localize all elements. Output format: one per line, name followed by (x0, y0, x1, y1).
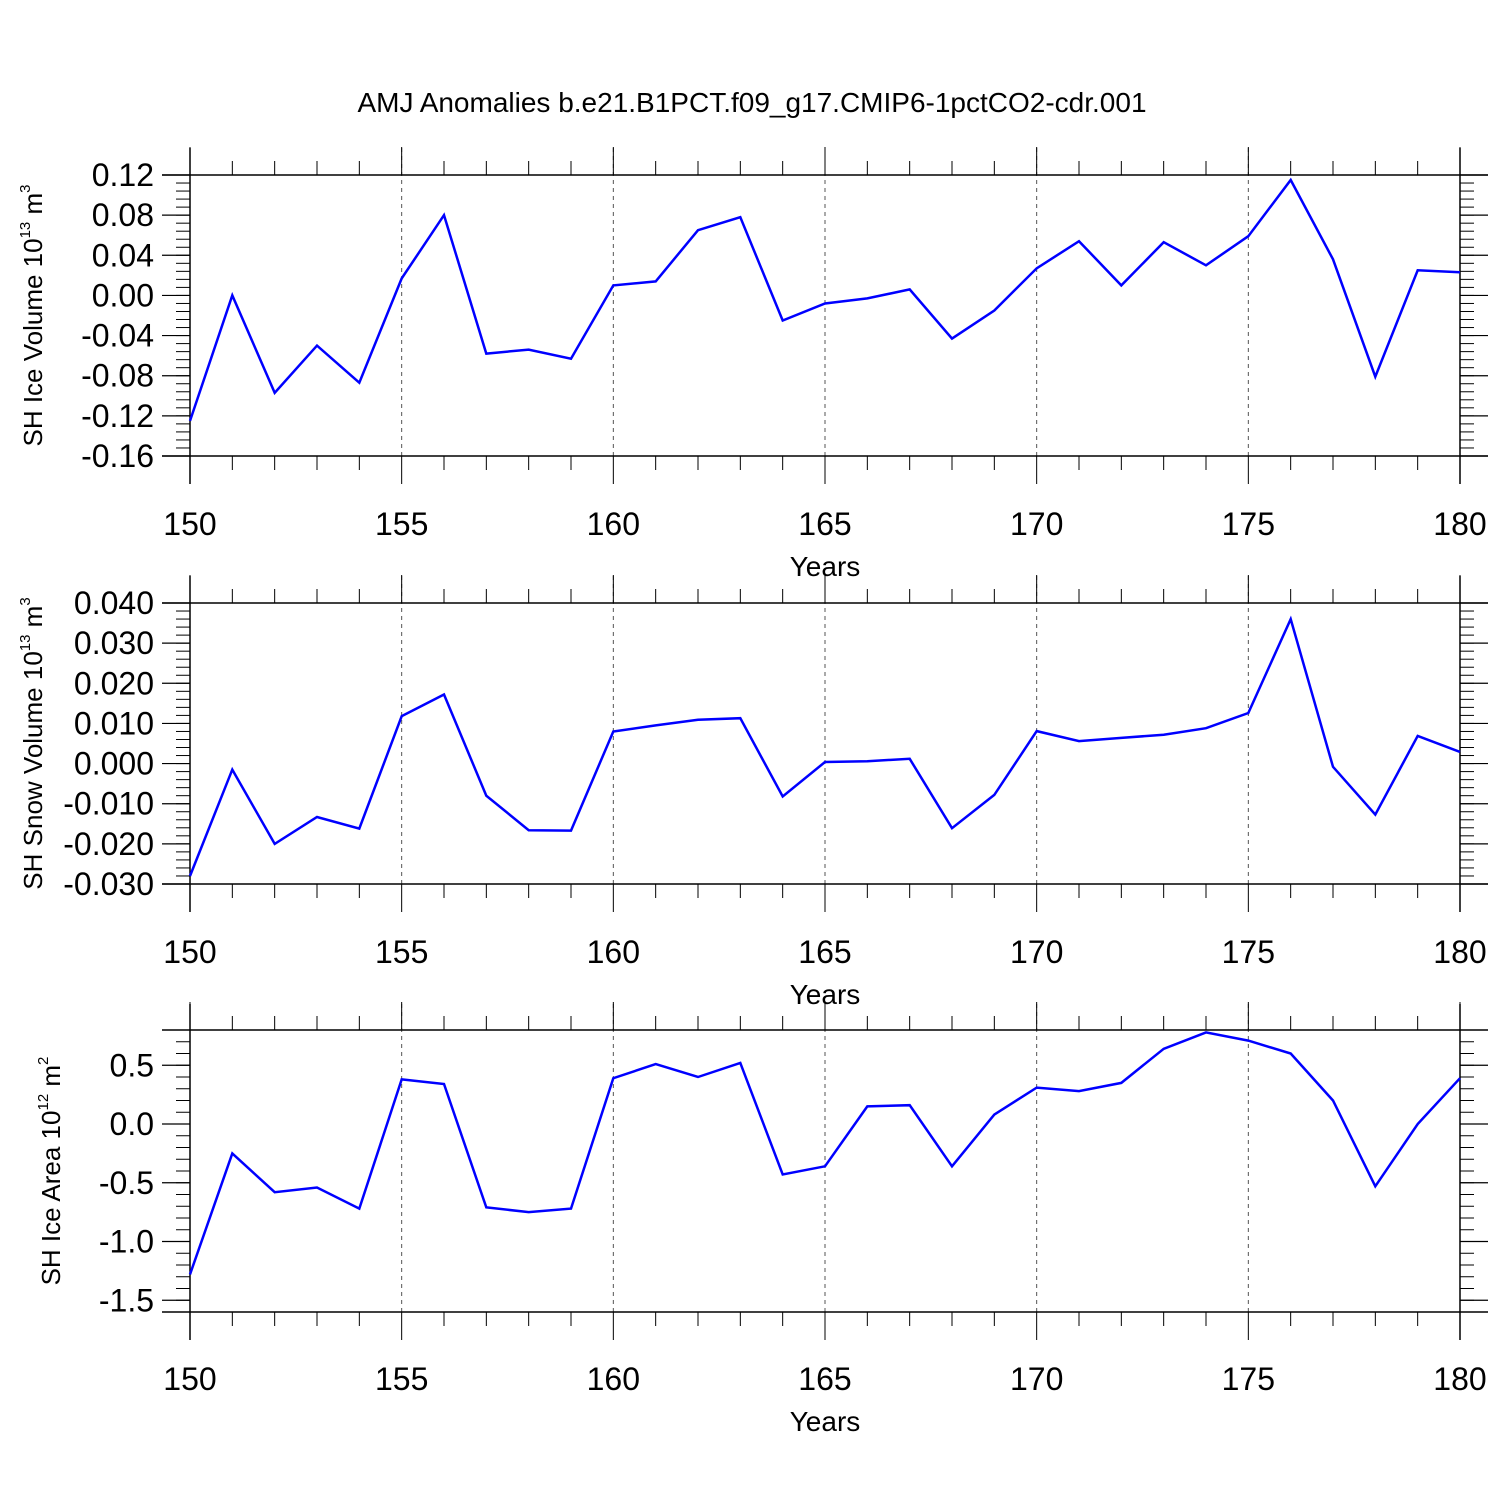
x-tick-label: 170 (1010, 934, 1063, 970)
y-tick-label: 0.00 (92, 277, 154, 313)
series-line (188, 1031, 1461, 1275)
y-tick-label: 0.030 (74, 625, 154, 661)
chart-panel-2: -0.030 -0.020 -0.010 0.000 0.010 0.020 0.030 0.… (17, 575, 1488, 1010)
y-tick-label: -0.12 (81, 398, 154, 434)
y-axis-title: SH Ice Area 1012 m2 (35, 1057, 66, 1286)
x-tick-label: 180 (1433, 934, 1486, 970)
x-tick-label: 170 (1010, 506, 1063, 542)
x-tick-label: 155 (375, 506, 428, 542)
y-axis-title: SH Snow Volume 1013 m3 (17, 597, 48, 889)
x-tick-label: 150 (163, 1361, 216, 1397)
y-axis-title-base: SH Ice Volume 10 (18, 238, 48, 446)
y-axis-title-unit: m (18, 193, 48, 222)
y-tick-label: 0.5 (110, 1047, 154, 1083)
y-axis-title-unit: m (18, 606, 48, 635)
series-line (188, 177, 1461, 422)
x-tick-label: 160 (587, 1361, 640, 1397)
y-tick-label: 0.000 (74, 746, 154, 782)
x-tick-label: 175 (1222, 1361, 1275, 1397)
x-tick-label: 160 (587, 934, 640, 970)
y-axis-title-unit-exponent: 3 (17, 597, 34, 605)
y-tick-label: -0.16 (81, 438, 154, 474)
y-tick-label: -0.5 (99, 1165, 154, 1201)
x-tick-label: 165 (798, 1361, 851, 1397)
y-tick-label: -0.08 (81, 358, 154, 394)
y-tick-label: -1.5 (99, 1282, 154, 1318)
x-tick-label: 175 (1222, 506, 1275, 542)
y-axis-title-unit-exponent: 3 (17, 184, 34, 192)
y-tick-label: 0.010 (74, 705, 154, 741)
y-tick-label: -0.020 (63, 826, 154, 862)
y-tick-label: 0.0 (110, 1106, 154, 1142)
y-tick-label: 0.04 (92, 237, 154, 273)
y-tick-label: -0.010 (63, 786, 154, 822)
y-axis-title-exponent: 13 (17, 635, 34, 652)
y-tick-label: 0.08 (92, 197, 154, 233)
y-axis-title-base: SH Ice Area 10 (36, 1111, 66, 1286)
x-tick-label: 160 (587, 506, 640, 542)
x-tick-label: 175 (1222, 934, 1275, 970)
series-line (188, 615, 1461, 877)
x-tick-label: 170 (1010, 1361, 1063, 1397)
y-tick-label: 0.040 (74, 585, 154, 621)
x-tick-label: 180 (1433, 506, 1486, 542)
x-axis-title: Years (790, 1406, 861, 1437)
y-axis-title-exponent: 12 (35, 1094, 52, 1111)
x-tick-label: 165 (798, 506, 851, 542)
x-tick-label: 150 (163, 506, 216, 542)
x-tick-label: 155 (375, 934, 428, 970)
y-axis-title-unit: m (36, 1065, 66, 1094)
y-tick-label: 0.12 (92, 157, 154, 193)
y-axis-title: SH Ice Volume 1013 m3 (17, 184, 48, 446)
chart-panel-3: -1.5 -1.0 -0.5 0.0 0.5 150 155 160 165 170 175 180 Y… (35, 1002, 1488, 1437)
y-tick-label: -0.030 (63, 866, 154, 902)
y-axis-title-exponent: 13 (17, 222, 34, 239)
chart-title: AMJ Anomalies b.e21.B1PCT.f09_g17.CMIP6-… (357, 87, 1146, 118)
x-tick-label: 155 (375, 1361, 428, 1397)
x-tick-label: 165 (798, 934, 851, 970)
x-tick-label: 180 (1433, 1361, 1486, 1397)
y-tick-label: -1.0 (99, 1224, 154, 1260)
y-axis-title-unit-exponent: 2 (35, 1057, 52, 1065)
y-tick-label: -0.04 (81, 318, 154, 354)
chart-panel-1: -0.16 -0.12 -0.08 -0.04 0.00 0.04 0.08 0.12 150 1… (17, 147, 1488, 582)
x-tick-label: 150 (163, 934, 216, 970)
y-tick-label: 0.020 (74, 665, 154, 701)
y-axis-title-base: SH Snow Volume 10 (18, 651, 48, 889)
